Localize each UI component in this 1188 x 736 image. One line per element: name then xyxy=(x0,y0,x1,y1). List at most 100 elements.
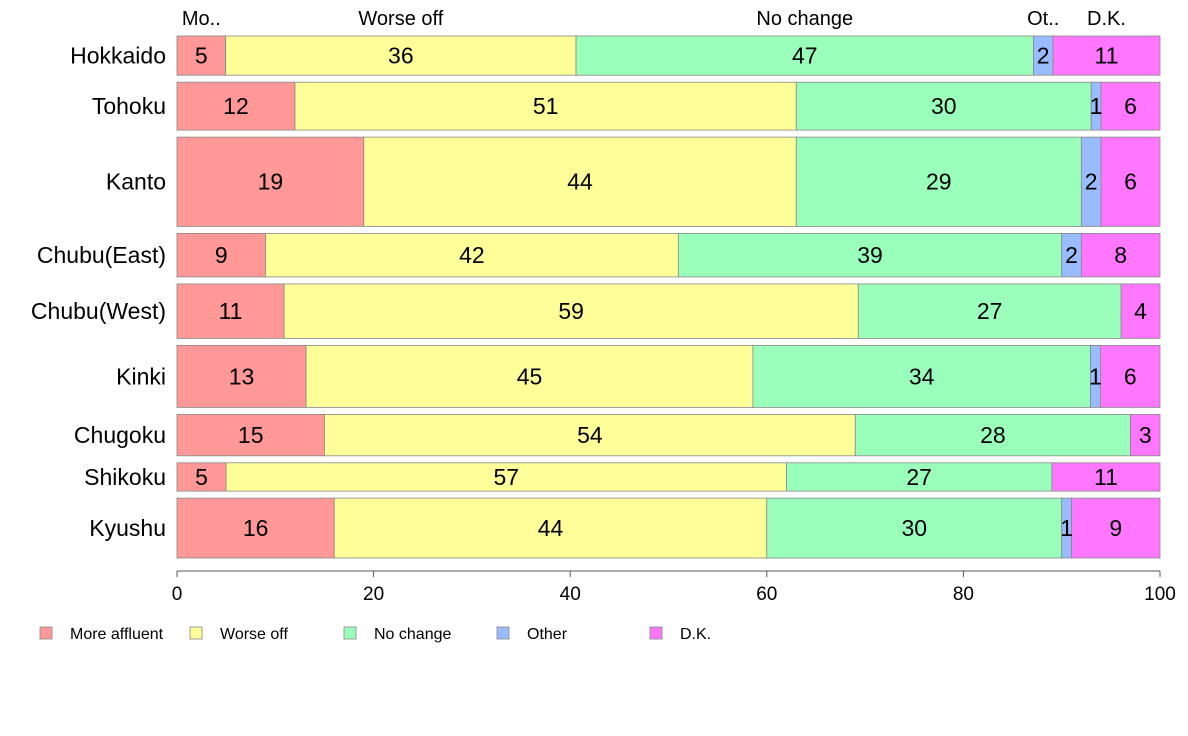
legend-label-no-change: No change xyxy=(374,626,451,643)
data-label-kinki-other: 1 xyxy=(1089,363,1102,389)
data-label-chugoku-no-change: 28 xyxy=(980,422,1006,448)
category-label-chubu-west: Chubu(West) xyxy=(31,298,166,324)
legend-label-worse-off: Worse off xyxy=(220,626,288,643)
bar-segment-kanto-more-affluent xyxy=(176,136,365,227)
legend-swatch-d-k xyxy=(649,626,663,640)
data-label-tohoku-more-affluent: 12 xyxy=(223,93,249,119)
x-tick-label-80: 80 xyxy=(953,584,974,605)
bar-segment-kinki-more-affluent xyxy=(176,344,307,408)
bar-segment-shikoku-no-change xyxy=(786,462,1053,492)
bar-segment-tohoku-more-affluent xyxy=(176,81,296,131)
data-label-kyushu-worse-off: 44 xyxy=(538,515,564,541)
legend-label-other: Other xyxy=(527,626,568,643)
data-label-kinki-more-affluent: 13 xyxy=(229,363,255,389)
legend-swatch-more-affluent xyxy=(39,626,53,640)
series-top-label-other: Ot.. xyxy=(1027,8,1059,30)
category-label-kyushu: Kyushu xyxy=(89,515,166,541)
bar-segment-hokkaido-worse-off xyxy=(225,35,577,76)
bar-segment-hokkaido-no-change xyxy=(575,35,1034,76)
x-tick-label-100: 100 xyxy=(1144,584,1176,605)
data-label-chubu-west-no-change: 27 xyxy=(977,298,1003,324)
data-label-hokkaido-d-k: 11 xyxy=(1095,43,1119,69)
data-label-shikoku-more-affluent: 5 xyxy=(195,464,208,490)
x-axis: 0 20 40 60 80 100 xyxy=(172,570,1176,605)
data-label-kinki-worse-off: 45 xyxy=(517,363,543,389)
data-label-chugoku-d-k: 3 xyxy=(1139,422,1152,448)
category-label-tohoku: Tohoku xyxy=(92,93,166,119)
data-label-chubu-east-d-k: 8 xyxy=(1114,242,1127,268)
data-label-tohoku-d-k: 6 xyxy=(1124,93,1137,119)
bar-segment-chugoku-more-affluent xyxy=(176,414,325,457)
series-top-label-more-affluent: Mo.. xyxy=(182,8,221,30)
bar-segment-chugoku-no-change xyxy=(854,414,1131,457)
bar-segment-kanto-no-change xyxy=(795,136,1082,227)
bar-segment-hokkaido-more-affluent xyxy=(176,35,227,76)
data-label-chubu-west-more-affluent: 11 xyxy=(219,298,243,324)
data-label-kanto-no-change: 29 xyxy=(926,169,952,195)
category-label-kinki: Kinki xyxy=(116,363,166,389)
data-label-kinki-no-change: 34 xyxy=(909,363,935,389)
bar-segment-kyushu-d-k xyxy=(1071,497,1161,559)
category-labels-layer: Hokkaido Tohoku Kanto Chubu(East) Chubu(West… xyxy=(31,43,166,541)
bars-layer xyxy=(176,35,1161,559)
data-label-tohoku-other: 1 xyxy=(1090,93,1103,119)
legend-swatch-no-change xyxy=(343,626,357,640)
data-label-hokkaido-more-affluent: 5 xyxy=(195,43,208,69)
legend: More affluent Worse off No change Other D.K. xyxy=(39,626,711,643)
data-label-tohoku-no-change: 30 xyxy=(931,93,957,119)
series-top-labels-layer: Mo.. Worse off No change Ot.. D.K. xyxy=(182,8,1126,30)
x-tick-label-0: 0 xyxy=(172,584,183,605)
data-label-kanto-worse-off: 44 xyxy=(567,169,593,195)
data-label-chubu-east-more-affluent: 9 xyxy=(215,242,228,268)
data-label-chubu-west-d-k: 4 xyxy=(1134,298,1147,324)
bar-segment-chubu-west-d-k xyxy=(1120,283,1161,339)
data-label-kyushu-more-affluent: 16 xyxy=(243,515,269,541)
bar-segment-chugoku-worse-off xyxy=(324,414,856,457)
data-label-hokkaido-worse-off: 36 xyxy=(388,43,414,69)
bar-segment-chugoku-d-k xyxy=(1130,414,1161,457)
legend-label-d-k: D.K. xyxy=(680,626,711,643)
category-label-shikoku: Shikoku xyxy=(84,464,166,490)
x-tick-label-20: 20 xyxy=(363,584,384,605)
data-label-kanto-more-affluent: 19 xyxy=(258,169,284,195)
bar-segment-chubu-east-d-k xyxy=(1080,232,1161,278)
bar-segment-tohoku-d-k xyxy=(1100,81,1161,131)
x-tick-label-60: 60 xyxy=(756,584,777,605)
bar-segment-kanto-worse-off xyxy=(363,136,797,227)
data-label-chubu-east-worse-off: 42 xyxy=(459,242,485,268)
series-top-label-no-change: No change xyxy=(756,8,853,30)
data-label-kinki-d-k: 6 xyxy=(1124,363,1137,389)
bar-segment-kyushu-more-affluent xyxy=(176,497,335,559)
data-label-chubu-east-no-change: 39 xyxy=(857,242,883,268)
bar-segment-chubu-east-worse-off xyxy=(265,232,679,278)
bar-segment-shikoku-worse-off xyxy=(225,462,787,492)
bar-segment-chubu-east-more-affluent xyxy=(176,232,266,278)
data-label-hokkaido-other: 2 xyxy=(1037,43,1050,69)
data-label-chugoku-worse-off: 54 xyxy=(577,422,603,448)
data-label-kyushu-d-k: 9 xyxy=(1109,515,1122,541)
bar-segment-shikoku-d-k xyxy=(1051,462,1161,492)
bar-segment-tohoku-no-change xyxy=(795,81,1092,131)
bar-segment-kanto-d-k xyxy=(1100,136,1161,227)
data-label-hokkaido-no-change: 47 xyxy=(792,43,818,69)
bar-segment-kinki-worse-off xyxy=(305,344,754,408)
data-label-chugoku-more-affluent: 15 xyxy=(238,422,264,448)
data-label-tohoku-worse-off: 51 xyxy=(533,93,559,119)
series-top-label-worse-off: Worse off xyxy=(358,8,443,30)
bar-segment-tohoku-worse-off xyxy=(294,81,797,131)
data-label-shikoku-d-k: 11 xyxy=(1094,464,1118,490)
series-top-label-d-k: D.K. xyxy=(1087,8,1126,30)
data-label-chubu-east-other: 2 xyxy=(1065,242,1078,268)
category-label-hokkaido: Hokkaido xyxy=(70,43,166,69)
data-label-kyushu-no-change: 30 xyxy=(901,515,927,541)
category-label-kanto: Kanto xyxy=(106,169,166,195)
legend-label-more-affluent: More affluent xyxy=(70,626,164,643)
bar-segment-kyushu-worse-off xyxy=(333,497,768,559)
data-label-chubu-west-worse-off: 59 xyxy=(558,298,584,324)
category-label-chugoku: Chugoku xyxy=(74,422,166,448)
data-label-shikoku-worse-off: 57 xyxy=(494,464,520,490)
data-label-kyushu-other: 1 xyxy=(1060,515,1073,541)
